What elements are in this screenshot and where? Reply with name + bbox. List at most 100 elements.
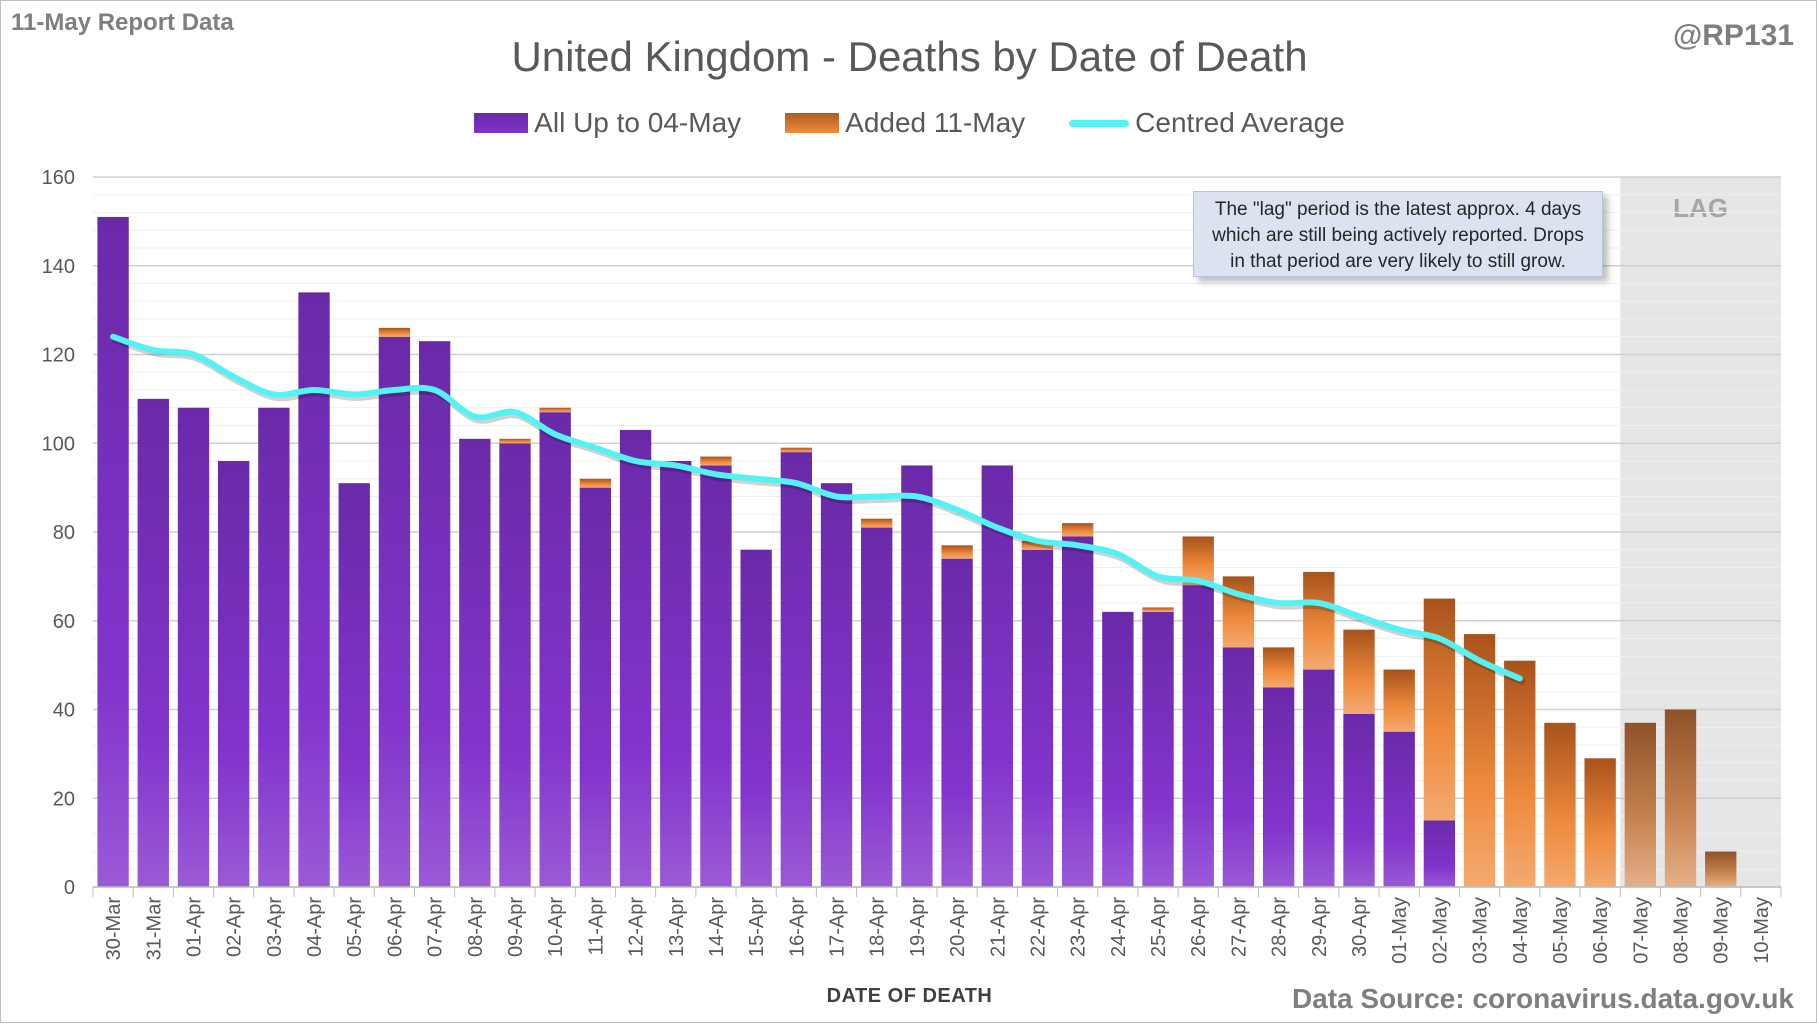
x-tick-label: 06-May	[1590, 897, 1612, 964]
chart-title: United Kingdom - Deaths by Date of Death	[511, 33, 1308, 80]
y-tick-label: 20	[53, 788, 75, 810]
x-tick-label: 27-Apr	[1228, 897, 1250, 957]
x-tick-label: 06-Apr	[384, 897, 406, 957]
gridlines	[93, 176, 1781, 888]
bar-all-up-to	[1102, 611, 1134, 887]
x-tick-label: 20-Apr	[947, 897, 969, 957]
callout-line-1: The "lag" period is the latest approx. 4…	[1214, 199, 1582, 220]
legend-item-all-up-to: All Up to 04-May	[474, 107, 741, 139]
x-tick-label: 05-May	[1550, 897, 1572, 964]
legend-label-added: Added 11-May	[845, 107, 1026, 138]
x-tick-label: 02-Apr	[224, 897, 246, 957]
bar-all-up-to	[861, 527, 893, 887]
y-axis-ticks: 0 20 40 60 80 100 120 140 160	[42, 167, 75, 899]
x-axis-ticks: 30-Mar 31-Mar 01-Apr 02-Apr 03-Apr 04-Apr 05-A…	[92, 887, 1782, 964]
x-tick-label: 04-Apr	[304, 897, 326, 957]
y-tick-label: 0	[64, 877, 75, 899]
x-tick-label: 08-May	[1671, 897, 1693, 964]
x-tick-label: 29-Apr	[1309, 897, 1331, 957]
bar-all-up-to	[1262, 687, 1295, 887]
bar-all-up-to	[1423, 820, 1456, 887]
data-source: Data Source: coronavirus.data.gov.uk	[1291, 983, 1794, 1014]
bar-all-up-to	[1343, 713, 1375, 887]
x-tick-label: 24-Apr	[1108, 897, 1130, 957]
legend-item-average: Centred Average	[1069, 107, 1345, 139]
callout-line-2: which are still being actively reported.…	[1212, 225, 1584, 246]
bar-all-up-to	[820, 483, 853, 887]
bar-added	[700, 456, 732, 466]
x-tick-label: 15-Apr	[746, 897, 768, 957]
bar-added	[1343, 629, 1375, 714]
lag-callout: The "lag" period is the latest approx. 4…	[1193, 191, 1603, 277]
bar-added	[1303, 571, 1335, 670]
y-tick-label: 100	[42, 433, 75, 455]
x-tick-label: 19-Apr	[907, 897, 929, 957]
x-tick-label: 03-Apr	[264, 897, 286, 957]
legend-swatch-line	[1069, 119, 1130, 127]
bar-added	[1544, 722, 1576, 887]
x-tick-label: 28-Apr	[1269, 897, 1291, 957]
x-tick-label: 10-Apr	[545, 897, 567, 957]
bar-added	[1624, 722, 1657, 887]
bar-all-up-to	[177, 407, 210, 887]
bar-added	[579, 478, 612, 488]
bar-all-up-to	[539, 412, 571, 887]
x-tick-label: 08-Apr	[465, 897, 487, 957]
legend-swatch-orange	[785, 113, 840, 133]
bar-all-up-to	[941, 558, 973, 887]
x-tick-label: 02-May	[1429, 897, 1451, 964]
bar-added	[1383, 669, 1415, 732]
bar-added	[941, 545, 973, 559]
x-tick-label: 14-Apr	[706, 897, 728, 957]
bars	[97, 216, 1737, 887]
bar-added	[780, 447, 813, 453]
x-axis-title-wrap: DATE OF DEATH	[1, 985, 1817, 1008]
bar-all-up-to	[137, 398, 169, 887]
y-tick-label: 40	[53, 700, 75, 722]
bar-added	[1021, 540, 1054, 550]
callout-line-3: in that period are very likely to still …	[1230, 251, 1566, 272]
bar-all-up-to	[1222, 647, 1255, 887]
bar-all-up-to	[1061, 536, 1094, 887]
bar-all-up-to	[97, 216, 129, 887]
x-tick-label: 23-Apr	[1068, 897, 1090, 957]
x-tick-label: 26-Apr	[1188, 897, 1210, 957]
legend-label-average: Centred Average	[1135, 107, 1345, 138]
bar-all-up-to	[740, 549, 772, 887]
lag-label: LAG	[1673, 193, 1728, 223]
x-tick-label: 21-Apr	[987, 897, 1009, 957]
bar-added	[1504, 660, 1536, 887]
x-tick-label: 13-Apr	[666, 897, 688, 957]
bar-added	[1423, 598, 1456, 821]
bar-all-up-to	[378, 336, 411, 887]
bar-all-up-to	[700, 465, 732, 887]
bar-added	[1142, 607, 1174, 612]
x-tick-label: 01-May	[1389, 897, 1411, 964]
bar-added	[499, 438, 531, 444]
x-tick-label: 01-Apr	[183, 897, 205, 957]
bar-added	[1262, 647, 1295, 688]
bar-added	[378, 327, 411, 337]
bar-added	[1463, 634, 1496, 887]
x-tick-label: 25-Apr	[1148, 897, 1170, 957]
bar-all-up-to	[1303, 669, 1335, 887]
bar-all-up-to	[258, 407, 290, 887]
bar-added	[1222, 576, 1255, 648]
x-tick-label: 12-Apr	[626, 897, 648, 957]
bar-all-up-to	[579, 487, 612, 887]
y-tick-label: 140	[42, 256, 75, 278]
x-axis-title: DATE OF DEATH	[826, 985, 993, 1007]
y-tick-label: 80	[53, 522, 75, 544]
x-tick-label: 18-Apr	[867, 897, 889, 957]
bar-all-up-to	[298, 292, 330, 887]
x-tick-label: 11-Apr	[585, 897, 607, 956]
bar-all-up-to	[619, 429, 652, 887]
y-tick-label: 60	[53, 611, 75, 633]
legend-swatch-purple	[474, 113, 529, 133]
bar-all-up-to	[418, 341, 451, 887]
x-tick-label: 07-Apr	[425, 897, 447, 957]
average-line-path	[110, 333, 1523, 682]
bar-added	[1584, 758, 1616, 887]
bar-all-up-to	[459, 438, 491, 887]
x-tick-label: 10-May	[1751, 897, 1773, 964]
